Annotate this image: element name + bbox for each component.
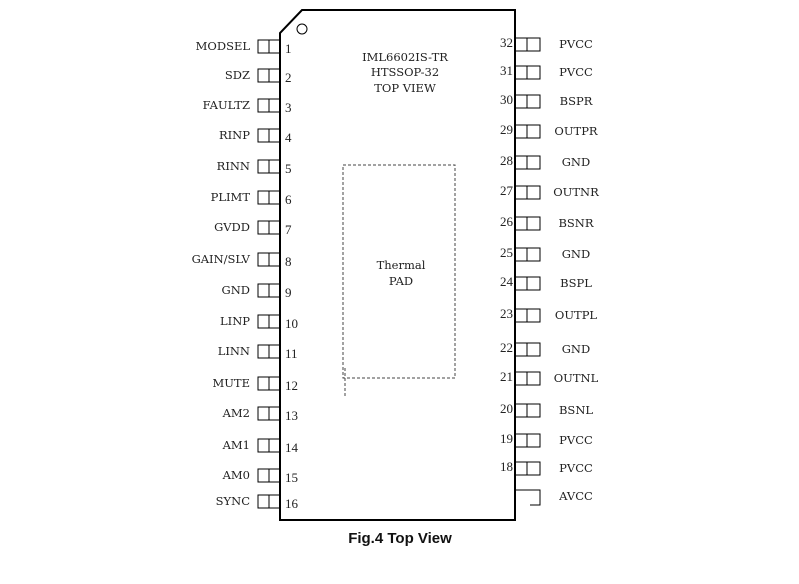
part-number: IML6602IS-TR [362, 50, 448, 64]
pin-number: 30 [500, 92, 513, 107]
pin-name: PVCC [559, 65, 593, 79]
pin-number: 15 [285, 470, 298, 485]
pin-name: GAIN/SLV [192, 252, 251, 266]
thermal-pad-label: PAD [389, 274, 413, 288]
pin-number: 1 [285, 41, 292, 56]
pin-number: 9 [285, 285, 292, 300]
pin1-marker [296, 23, 308, 35]
pin-number: 6 [285, 192, 292, 207]
pin-number: 12 [285, 378, 298, 393]
pin-name: SDZ [225, 68, 250, 82]
pin-number: 25 [500, 245, 513, 260]
pin-name: GVDD [214, 220, 250, 234]
pin-number: 31 [500, 63, 513, 78]
pin-name: AM1 [222, 438, 250, 452]
package-name: HTSSOP-32 [371, 65, 439, 79]
pin-pad [515, 489, 541, 506]
pin-number: 5 [285, 161, 292, 176]
pin-number: 4 [285, 130, 292, 145]
pin-name: BSNL [559, 403, 593, 417]
pin-name: AM0 [222, 468, 250, 482]
pin-name: BSNR [558, 216, 593, 230]
thermal-pad-label: Thermal [377, 258, 426, 272]
pin-name: BSPL [560, 276, 592, 290]
pin-name: RINN [217, 159, 250, 173]
pin-name: LINN [218, 344, 250, 358]
pin-number: 2 [285, 70, 292, 85]
pin-number: 32 [500, 35, 513, 50]
pin-name: MUTE [212, 376, 250, 390]
pin-number: 19 [500, 431, 513, 446]
figure-caption: Fig.4 Top View [348, 530, 452, 547]
pin-name: PLIMT [211, 190, 251, 204]
pin-name: PVCC [559, 461, 593, 475]
pin-name: SYNC [216, 494, 251, 508]
pin-name: GND [222, 283, 250, 297]
pin-number: 24 [500, 274, 514, 289]
pin-number: 21 [500, 369, 513, 384]
chip-body [279, 9, 516, 521]
pin-number: 16 [285, 496, 299, 511]
view-label: TOP VIEW [374, 81, 436, 95]
pin-name: BSPR [560, 94, 593, 108]
pin-number: 13 [285, 408, 298, 423]
pin-name: FAULTZ [203, 98, 250, 112]
pin-number: 7 [285, 222, 292, 237]
pin-name: GND [562, 342, 590, 356]
pin-name: PVCC [559, 37, 593, 51]
pin-name: PVCC [559, 433, 593, 447]
pin-number: 27 [500, 183, 514, 198]
pin-number: 14 [285, 440, 299, 455]
pin-number: 26 [500, 214, 514, 229]
pin-name: RINP [219, 128, 250, 142]
pin-number: 18 [500, 459, 513, 474]
thermal-pad [342, 164, 456, 379]
pin-name: AM2 [222, 406, 250, 420]
pin-name: AVCC [558, 489, 593, 503]
pin-name: GND [562, 247, 590, 261]
pin-number: 22 [500, 340, 513, 355]
pin-number: 11 [285, 346, 298, 361]
pin-number: 8 [285, 254, 292, 269]
pin-name: OUTNR [553, 185, 599, 199]
pin-name: MODSEL [196, 39, 251, 53]
pin-number: 28 [500, 153, 513, 168]
pin-name: OUTNL [554, 371, 599, 385]
pin-number: 10 [285, 316, 298, 331]
pin-number: 23 [500, 306, 513, 321]
pin-name: GND [562, 155, 590, 169]
pin-name: OUTPR [554, 124, 598, 138]
pin-number: 20 [500, 401, 513, 416]
pin-number: 3 [285, 100, 292, 115]
pin-name: OUTPL [555, 308, 598, 322]
pin-number: 29 [500, 122, 513, 137]
pin-name: LINP [220, 314, 250, 328]
